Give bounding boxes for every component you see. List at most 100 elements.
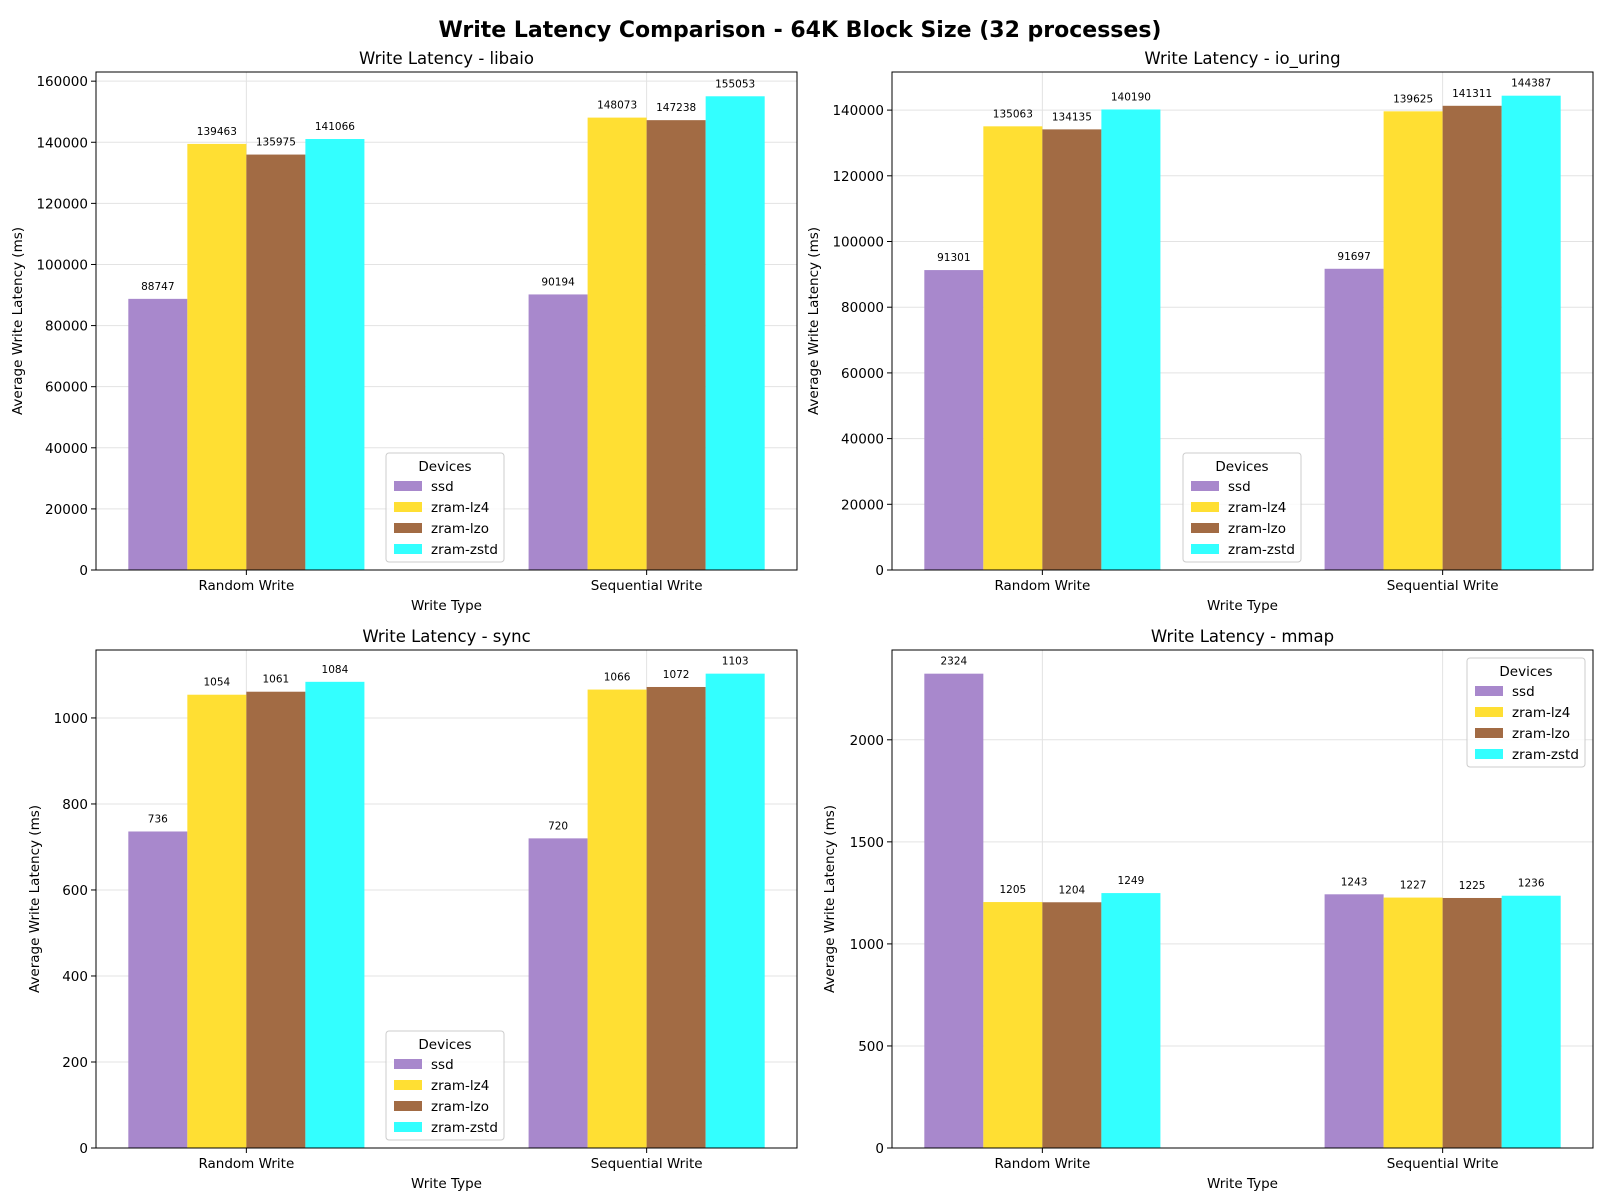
data-label: 1103 [722, 656, 749, 668]
bar-zram-zstd-random-write [305, 681, 365, 1148]
legend: Devices ssd zram-lz4 zram-lzo zram-zstd [385, 1030, 505, 1141]
data-label: 141311 [1452, 88, 1492, 100]
legend-swatch-zram-zstd [1475, 749, 1503, 759]
x-tick-label: Sequential Write [1387, 1156, 1499, 1172]
data-label: 1084 [322, 664, 349, 676]
y-tick-label: 20000 [45, 502, 88, 518]
bar-zram-zstd-sequential-write [705, 673, 765, 1148]
chart-title: Write Latency - libaio [359, 49, 534, 68]
bar-zram-lz4-random-write [983, 902, 1043, 1148]
bar-zram-lz4-sequential-write [587, 117, 647, 570]
y-tick-label: 120000 [36, 196, 88, 212]
bar-ssd-sequential-write [528, 294, 588, 570]
bar-zram-zstd-sequential-write [1501, 895, 1561, 1148]
data-label: 2324 [940, 656, 967, 668]
data-label: 134135 [1052, 111, 1092, 123]
x-axis-label: Write Type [1207, 1176, 1278, 1192]
y-tick-label: 60000 [841, 366, 884, 382]
legend-label-zram-lz4: zram-lz4 [1512, 705, 1570, 721]
bar-zram-lzo-sequential-write [1442, 105, 1502, 571]
data-label: 91697 [1337, 251, 1370, 263]
plot-frame [891, 649, 1594, 1149]
y-tick-label: 2000 [850, 733, 884, 749]
y-tick-label: 60000 [45, 380, 88, 396]
y-tick-label: 500 [858, 1039, 884, 1055]
y-tick-label: 800 [62, 797, 88, 813]
legend-swatch-ssd [1191, 481, 1219, 491]
y-axis-label: Average Write Latency (ms) [27, 805, 43, 993]
legend-label-zram-lzo: zram-lzo [1512, 726, 1570, 742]
y-tick-label: 1500 [850, 835, 884, 851]
data-label: 1205 [999, 884, 1026, 896]
data-label: 1054 [203, 677, 230, 689]
legend-title: Devices [418, 459, 471, 475]
y-axis-label: Average Write Latency (ms) [10, 227, 26, 415]
y-tick-label: 20000 [841, 497, 884, 513]
legend-swatch-zram-lzo [1475, 728, 1503, 738]
bar-zram-zstd-random-write [1101, 893, 1161, 1148]
legend-swatch-ssd [1475, 686, 1503, 696]
bar-zram-lzo-sequential-write [1442, 897, 1502, 1148]
x-tick-label: Sequential Write [1387, 578, 1499, 594]
y-tick-label: 120000 [832, 169, 884, 185]
y-tick-label: 1000 [54, 711, 88, 727]
data-label: 155053 [715, 78, 755, 90]
y-tick-label: 0 [79, 563, 88, 579]
data-label: 90194 [541, 276, 575, 288]
legend-label-ssd: ssd [1228, 479, 1251, 495]
x-axis-label: Write Type [411, 1176, 482, 1192]
legend-swatch-zram-lz4 [1475, 707, 1503, 717]
legend-label-zram-zstd: zram-zstd [1228, 542, 1295, 558]
bar-zram-zstd-sequential-write [1501, 95, 1561, 570]
y-tick-label: 0 [875, 1141, 884, 1157]
legend-label-zram-zstd: zram-zstd [1512, 747, 1579, 763]
y-tick-label: 40000 [841, 432, 884, 448]
data-label: 1236 [1518, 878, 1545, 890]
legend-swatch-zram-lzo [394, 523, 422, 533]
legend: Devices ssd zram-lz4 zram-lzo zram-zstd [1466, 657, 1586, 768]
x-tick-label: Random Write [994, 1156, 1090, 1172]
legend-swatch-zram-lz4 [394, 1080, 422, 1090]
bar-zram-zstd-random-write [305, 139, 365, 571]
legend: Devices ssd zram-lz4 zram-lzo zram-zstd [1182, 452, 1302, 563]
legend-swatch-ssd [394, 481, 422, 491]
data-label: 140190 [1111, 91, 1151, 103]
y-tick-label: 0 [875, 563, 884, 579]
bar-zram-lz4-sequential-write [1383, 111, 1443, 570]
data-label: 1066 [604, 672, 631, 684]
data-label: 91301 [937, 252, 970, 264]
y-tick-label: 200 [62, 1055, 88, 1071]
x-tick-label: Random Write [198, 578, 294, 594]
y-axis-label: Average Write Latency (ms) [806, 227, 822, 415]
data-label: 1204 [1059, 884, 1086, 896]
y-tick-label: 140000 [36, 135, 88, 151]
chart-title: Write Latency - sync [362, 627, 530, 646]
chart-libaio: Write Latency - libaio 88747 90194 139463 14… [10, 49, 798, 614]
data-label: 1225 [1459, 880, 1486, 892]
legend-label-zram-lzo: zram-lzo [1228, 521, 1286, 537]
legend-swatch-ssd [394, 1059, 422, 1069]
bar-zram-zstd-sequential-write [705, 96, 765, 571]
y-tick-label: 100000 [832, 235, 884, 251]
bar-ssd-sequential-write [1324, 894, 1384, 1148]
x-tick-label: Sequential Write [591, 1156, 703, 1172]
chart-sync: Write Latency - sync 736 720 1054 1066 1061 10… [27, 627, 798, 1192]
bar-zram-lzo-random-write [246, 154, 306, 570]
legend-swatch-zram-zstd [394, 544, 422, 554]
x-tick-label: Random Write [994, 578, 1090, 594]
data-label: 1072 [663, 669, 690, 681]
data-label: 139463 [197, 126, 237, 138]
data-label: 141066 [315, 121, 355, 133]
legend-box [1466, 657, 1586, 768]
x-axis-label: Write Type [1207, 598, 1278, 614]
data-label: 1249 [1118, 875, 1145, 887]
figure-title: Write Latency Comparison - 64K Block Siz… [438, 18, 1162, 43]
legend-label-zram-lz4: zram-lz4 [431, 1078, 489, 1094]
y-tick-label: 80000 [841, 300, 884, 316]
chart-mmap: Write Latency - mmap 2324 1243 1205 1227 1204… [822, 627, 1594, 1192]
y-tick-label: 80000 [45, 319, 88, 335]
legend-box [1182, 452, 1302, 563]
data-label: 147238 [656, 102, 696, 114]
y-tick-label: 160000 [36, 74, 88, 90]
